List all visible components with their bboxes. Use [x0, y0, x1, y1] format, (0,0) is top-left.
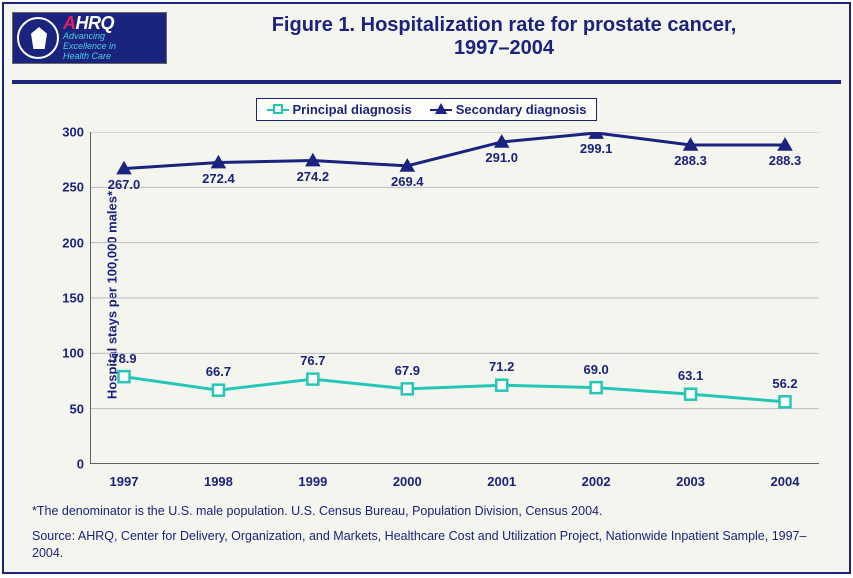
data-label: 288.3	[769, 153, 802, 168]
y-tick-label: 100	[62, 346, 84, 361]
footnote-source: Source: AHRQ, Center for Delivery, Organ…	[32, 528, 821, 562]
x-tick-label: 1997	[110, 474, 139, 489]
title-line-2: 1997–2004	[167, 37, 841, 60]
legend-marker-square-icon	[267, 109, 289, 111]
x-tick-label: 1998	[204, 474, 233, 489]
data-label: 67.9	[395, 363, 420, 378]
chart-area: Principal diagnosis Secondary diagnosis …	[12, 92, 841, 498]
y-tick-label: 300	[62, 125, 84, 140]
figure-container: AHRQ Advancing Excellence in Health Care…	[2, 2, 851, 574]
data-label: 299.1	[580, 141, 613, 156]
title-line-1: Figure 1. Hospitalization rate for prost…	[272, 14, 737, 36]
data-label: 66.7	[206, 364, 231, 379]
data-label: 272.4	[202, 171, 235, 186]
logo-text: AHRQ Advancing Excellence in Health Care	[63, 14, 116, 62]
data-label: 267.0	[108, 177, 141, 192]
data-label: 288.3	[674, 153, 707, 168]
x-tick-label: 2002	[582, 474, 611, 489]
hhs-seal-icon	[17, 17, 59, 59]
y-tick-label: 150	[62, 291, 84, 306]
data-label: 69.0	[583, 362, 608, 377]
y-tick-label: 0	[77, 457, 84, 472]
y-tick-label: 200	[62, 235, 84, 250]
legend-label: Secondary diagnosis	[456, 102, 587, 117]
logo-tagline-3: Health Care	[63, 52, 116, 62]
x-tick-label: 2004	[771, 474, 800, 489]
legend-marker-triangle-icon	[430, 109, 452, 111]
figure-title: Figure 1. Hospitalization rate for prost…	[167, 12, 841, 60]
x-tick-label: 2003	[676, 474, 705, 489]
legend-item-principal: Principal diagnosis	[267, 102, 412, 117]
data-label: 76.7	[300, 353, 325, 368]
data-label: 78.9	[111, 351, 136, 366]
chart-svg	[90, 132, 819, 464]
x-tick-label: 1999	[298, 474, 327, 489]
data-label: 291.0	[485, 150, 518, 165]
data-label: 56.2	[772, 376, 797, 391]
footnotes: *The denominator is the U.S. male popula…	[32, 503, 821, 562]
header-divider	[12, 80, 841, 84]
data-label: 274.2	[297, 169, 330, 184]
y-tick-label: 50	[70, 401, 84, 416]
data-label: 71.2	[489, 359, 514, 374]
data-label: 269.4	[391, 174, 424, 189]
plot-region: 0501001502002503001997199819992000200120…	[90, 132, 819, 464]
y-tick-label: 250	[62, 180, 84, 195]
logo-brand: AHRQ	[63, 14, 116, 32]
data-label: 63.1	[678, 368, 703, 383]
ahrq-logo: AHRQ Advancing Excellence in Health Care	[12, 12, 167, 64]
header-row: AHRQ Advancing Excellence in Health Care…	[12, 12, 841, 72]
x-tick-label: 2001	[487, 474, 516, 489]
footnote-denominator: *The denominator is the U.S. male popula…	[32, 503, 821, 520]
legend-label: Principal diagnosis	[293, 102, 412, 117]
legend: Principal diagnosis Secondary diagnosis	[256, 98, 598, 121]
x-tick-label: 2000	[393, 474, 422, 489]
legend-item-secondary: Secondary diagnosis	[430, 102, 587, 117]
